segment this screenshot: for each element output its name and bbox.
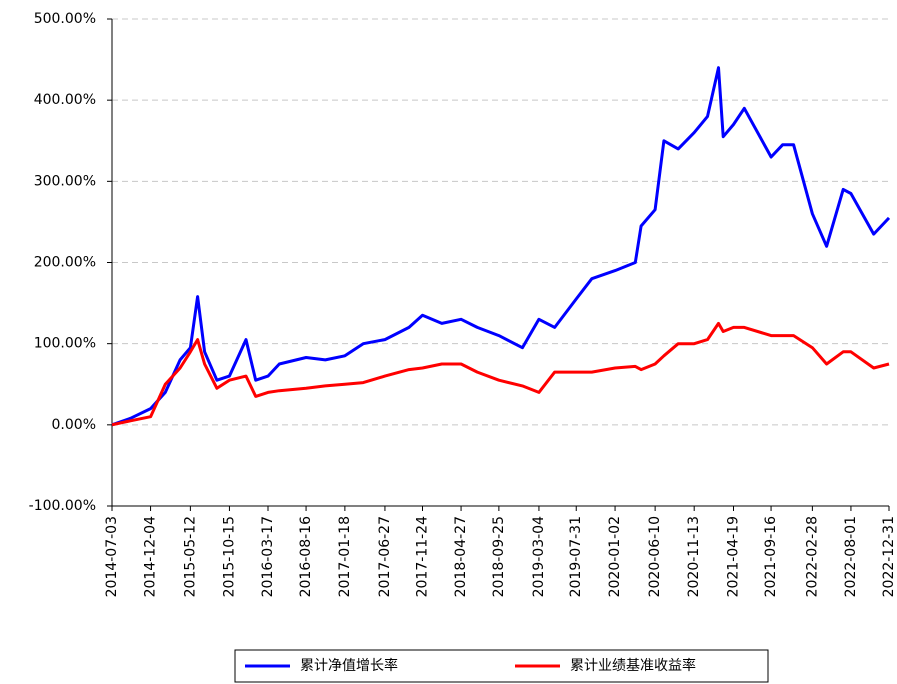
x-tick-label: 2016-08-16 bbox=[298, 516, 314, 597]
legend: 累计净值增长率 累计业绩基准收益率 bbox=[234, 649, 769, 683]
x-tick-label: 2022-02-28 bbox=[804, 516, 820, 597]
x-tick-label: 2022-12-31 bbox=[881, 516, 897, 597]
y-tick-label: -100.00% bbox=[29, 498, 96, 514]
x-tick-label: 2021-09-16 bbox=[763, 516, 779, 597]
x-tick-label: 2018-09-25 bbox=[491, 516, 507, 597]
x-tick-label: 2020-11-13 bbox=[686, 516, 702, 597]
y-tick-label: 0.00% bbox=[52, 417, 96, 433]
x-tick-label: 2021-04-19 bbox=[725, 516, 741, 597]
x-tick-label: 2017-01-18 bbox=[337, 516, 353, 597]
y-tick-label: 200.00% bbox=[34, 255, 96, 271]
x-tick-label: 2017-11-24 bbox=[414, 516, 430, 597]
y-tick-label: 400.00% bbox=[34, 92, 96, 108]
legend-box bbox=[234, 649, 769, 683]
series-line bbox=[111, 66, 891, 427]
x-tick-label: 2019-03-04 bbox=[531, 516, 547, 597]
legend-label: 累计净值增长率 bbox=[300, 657, 398, 674]
x-tick-label: 2017-06-27 bbox=[377, 516, 393, 597]
x-tick-label: 2018-04-27 bbox=[453, 516, 469, 597]
legend-label: 累计业绩基准收益率 bbox=[570, 657, 696, 674]
y-tick-label: 100.00% bbox=[34, 336, 96, 352]
x-tick-label: 2020-01-02 bbox=[607, 516, 623, 597]
x-tick-label: 2020-06-10 bbox=[647, 516, 663, 597]
x-tick-label: 2022-08-01 bbox=[843, 516, 859, 597]
y-tick-label: 300.00% bbox=[34, 173, 96, 189]
x-tick-label: 2015-05-12 bbox=[182, 516, 198, 597]
x-tick-label: 2014-07-03 bbox=[104, 516, 120, 597]
x-tick-label: 2014-12-04 bbox=[143, 516, 159, 597]
series-line bbox=[111, 321, 890, 427]
x-tick-label: 2019-07-31 bbox=[568, 516, 584, 597]
x-tick-label: 2015-10-15 bbox=[221, 516, 237, 597]
x-tick-label: 2016-03-17 bbox=[260, 516, 276, 597]
y-tick-label: 500.00% bbox=[34, 11, 96, 27]
